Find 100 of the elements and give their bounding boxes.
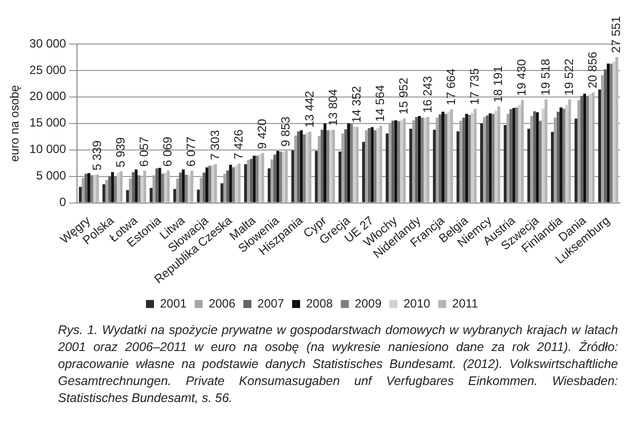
legend-label: 2009 (354, 296, 382, 310)
bar (190, 170, 194, 202)
legend-label: 2006 (208, 296, 236, 310)
bar (400, 120, 403, 202)
y-tick-label: 5 000 (36, 168, 66, 183)
data-label: 15 952 (396, 77, 411, 114)
bar (96, 174, 99, 202)
bar (246, 160, 250, 202)
bar (530, 116, 534, 202)
bar (412, 120, 416, 202)
bar (111, 172, 114, 202)
bar (465, 114, 468, 202)
bar (155, 168, 158, 202)
bar (202, 172, 206, 202)
legend-label: 2007 (257, 296, 284, 310)
bar (214, 164, 217, 202)
bar (520, 100, 524, 202)
bar (273, 154, 276, 202)
bar (604, 69, 607, 202)
bar (226, 170, 230, 202)
legend-label: 2011 (452, 296, 478, 310)
data-label: 14 352 (349, 86, 364, 123)
text: Rys. 1. Wydatki na spożycie prywatne w gospodarstwach domowych w wybranych krajach w latach 2001 oraz 2006–2011 w euro na osobę (na wykresie naniesiono dane za rok 2011). Źródło: opracowanie własne na podstawie danych Statistisches Bundesamt. (2012). Volkswirtschaftliche Gesamtrechnungen. Private Konsumasugaben unf Verfugbares Einkommen. Wiesbaden: Statistisches Bundesamt, s. 56. (58, 322, 618, 407)
y-axis-title: euro na osobę (8, 84, 22, 162)
bar (297, 131, 300, 202)
data-label: 5 339 (90, 140, 104, 171)
bar (238, 163, 241, 202)
data-label: 16 243 (420, 76, 434, 113)
bar (252, 156, 256, 202)
bar (494, 110, 498, 202)
y-tick-label: 30 000 (29, 36, 66, 50)
legend-label: 2001 (160, 296, 188, 310)
bar (424, 118, 427, 202)
bar (126, 190, 129, 202)
bar (84, 174, 88, 202)
bar (341, 133, 344, 202)
bar (329, 130, 332, 202)
bar (577, 100, 580, 202)
bar (314, 150, 318, 202)
bar (102, 184, 106, 202)
bar (556, 112, 560, 202)
data-label: 17 735 (467, 68, 482, 105)
data-label: 14 564 (373, 84, 388, 122)
bar (270, 159, 274, 202)
bar (176, 178, 180, 202)
data-label: 5 939 (113, 137, 128, 168)
data-label: 13 442 (302, 90, 316, 128)
bar (211, 165, 214, 202)
bar (391, 120, 394, 202)
bar (474, 108, 477, 202)
data-label: 9 420 (255, 118, 270, 149)
data-label: 9 853 (278, 116, 293, 147)
bar (550, 132, 554, 202)
bar (134, 169, 138, 202)
bar (536, 112, 539, 202)
bar (386, 133, 389, 202)
y-tick-label: 10 000 (29, 142, 66, 156)
bar (182, 169, 185, 202)
bar (338, 151, 342, 202)
bar (533, 111, 536, 202)
bar (300, 130, 303, 202)
y-tick-label: 15 000 (29, 116, 66, 130)
bar (442, 112, 444, 202)
data-label: 6 069 (160, 136, 175, 167)
data-label: 6 057 (137, 136, 152, 167)
data-label: 19 518 (538, 58, 552, 96)
bar (244, 164, 247, 202)
bar (506, 114, 510, 202)
bar (268, 168, 271, 202)
bar (544, 99, 548, 202)
bar (150, 188, 153, 202)
bar (347, 123, 350, 202)
bar (108, 176, 112, 202)
bar (87, 173, 90, 202)
bar (332, 130, 335, 202)
bar (306, 132, 309, 202)
bar (509, 109, 512, 202)
bar (308, 132, 312, 202)
bar (258, 154, 262, 202)
data-label: 6 077 (184, 136, 198, 167)
bar (205, 167, 208, 202)
bar (320, 130, 324, 202)
bar (588, 94, 592, 202)
data-label: 13 804 (326, 88, 340, 126)
bar (450, 109, 453, 202)
y-tick-label: 25 000 (29, 62, 66, 77)
bar (432, 130, 436, 202)
bar (356, 126, 359, 202)
bar (601, 75, 604, 202)
bar (196, 190, 200, 202)
bar (128, 178, 132, 202)
bar (415, 117, 418, 202)
bar (583, 94, 586, 202)
bar (560, 108, 562, 202)
bar (480, 123, 484, 202)
bar (598, 90, 602, 202)
bar (362, 142, 365, 202)
data-label: 19 522 (562, 58, 576, 96)
bar (140, 176, 144, 202)
bar (282, 151, 285, 202)
